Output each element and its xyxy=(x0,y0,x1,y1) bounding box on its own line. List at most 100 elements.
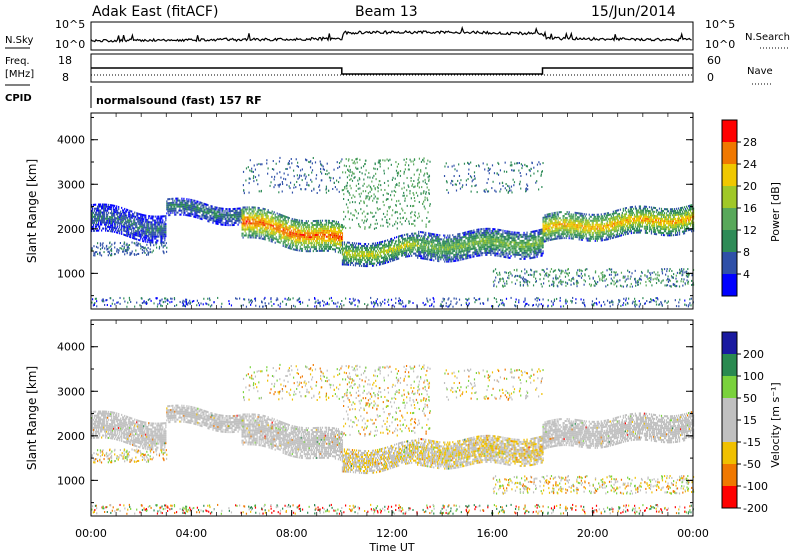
power-pixel xyxy=(371,242,374,245)
power-pixel xyxy=(523,251,525,254)
power-pixel xyxy=(361,256,364,259)
power-pixel xyxy=(526,231,528,234)
power-pixel xyxy=(229,210,231,213)
power-pixel xyxy=(292,236,294,239)
power-pixel xyxy=(472,239,474,242)
power-pixel xyxy=(544,240,546,243)
power-pixel xyxy=(545,226,547,229)
power-pixel xyxy=(139,235,141,238)
power-pixel xyxy=(389,240,392,243)
power-pixel xyxy=(568,231,570,234)
power-pixel xyxy=(523,247,525,250)
power-pixel xyxy=(436,237,438,240)
power-pixel xyxy=(127,227,129,230)
power-pixel xyxy=(554,237,556,240)
power-pixel xyxy=(311,222,313,225)
power-pixel xyxy=(315,247,317,251)
power-pixel xyxy=(138,230,140,233)
power-pixel xyxy=(99,217,101,220)
power-pixel xyxy=(535,242,537,245)
power-pixel xyxy=(379,249,382,252)
power-pixel xyxy=(444,252,446,255)
power-pixel xyxy=(502,247,504,250)
power-pixel xyxy=(404,239,406,242)
power-pixel xyxy=(314,232,316,235)
power-pixel xyxy=(543,238,545,241)
power-pixel xyxy=(186,214,188,217)
power-pixel xyxy=(478,248,480,251)
power-pixel xyxy=(120,218,122,221)
power-pixel xyxy=(424,255,426,258)
power-pixel xyxy=(150,223,152,226)
power-pixel xyxy=(556,235,558,238)
power-pixel xyxy=(114,218,116,221)
power-pixel xyxy=(131,224,133,227)
power-pixel xyxy=(146,218,148,221)
power-pixel xyxy=(558,229,560,232)
power-pixel xyxy=(417,248,419,251)
power-pixel xyxy=(418,248,420,251)
power-pixel xyxy=(323,229,325,232)
power-pixel xyxy=(361,252,364,255)
power-pixel xyxy=(526,243,528,246)
power-pixel xyxy=(574,227,576,230)
power-pixel xyxy=(252,236,254,239)
power-pixel xyxy=(387,260,390,263)
power-pixel xyxy=(582,214,584,217)
power-pixel xyxy=(444,236,446,239)
power-pixel xyxy=(164,223,166,226)
power-pixel xyxy=(437,254,439,257)
power-pixel xyxy=(285,215,287,218)
power-pixel xyxy=(93,229,95,232)
power-pixel xyxy=(356,262,359,265)
power-pixel xyxy=(93,219,95,222)
power-pixel xyxy=(453,254,455,257)
power-pixel xyxy=(441,248,443,251)
power-pixel xyxy=(486,233,488,236)
power-pixel xyxy=(515,239,517,242)
power-pixel xyxy=(299,239,301,242)
power-pixel xyxy=(541,252,543,255)
power-pixel xyxy=(537,239,539,242)
power-pixel xyxy=(530,257,532,260)
power-pixel xyxy=(240,221,242,224)
power-pixel xyxy=(205,205,207,208)
power-pixel xyxy=(276,240,278,243)
power-pixel xyxy=(451,240,453,243)
power-pixel xyxy=(431,234,433,237)
power-pixel xyxy=(254,222,256,225)
power-pixel xyxy=(261,213,263,216)
power-pixel xyxy=(150,227,152,230)
power-pixel xyxy=(397,245,399,248)
power-pixel xyxy=(337,235,340,238)
power-pixel xyxy=(265,230,267,233)
power-pixel xyxy=(372,246,375,249)
power-pixel xyxy=(157,233,159,236)
power-pixel xyxy=(461,246,463,249)
power-pixel xyxy=(321,231,323,234)
power-pixel xyxy=(308,250,310,253)
power-pixel xyxy=(246,212,248,215)
power-pixel xyxy=(420,255,422,258)
power-pixel xyxy=(447,234,449,237)
power-pixel xyxy=(406,255,408,258)
freq-label-line1: Freq. xyxy=(5,56,30,67)
power-pixel xyxy=(396,246,398,249)
power-pixel xyxy=(353,254,356,257)
power-pixel xyxy=(580,230,582,233)
power-pixel xyxy=(384,261,387,264)
power-pixel xyxy=(447,242,449,245)
power-pixel xyxy=(311,238,313,241)
power-pixel xyxy=(436,253,438,256)
power-pixel xyxy=(312,220,314,223)
power-pixel xyxy=(543,232,545,235)
power-pixel xyxy=(377,261,380,264)
power-pixel xyxy=(461,244,463,247)
power-pixel xyxy=(216,214,218,217)
power-pixel xyxy=(572,215,574,218)
power-pixel xyxy=(173,201,175,204)
power-pixel xyxy=(335,224,338,227)
power-pixel xyxy=(302,233,304,236)
power-pixel xyxy=(375,254,378,257)
power-pixel xyxy=(262,215,264,218)
